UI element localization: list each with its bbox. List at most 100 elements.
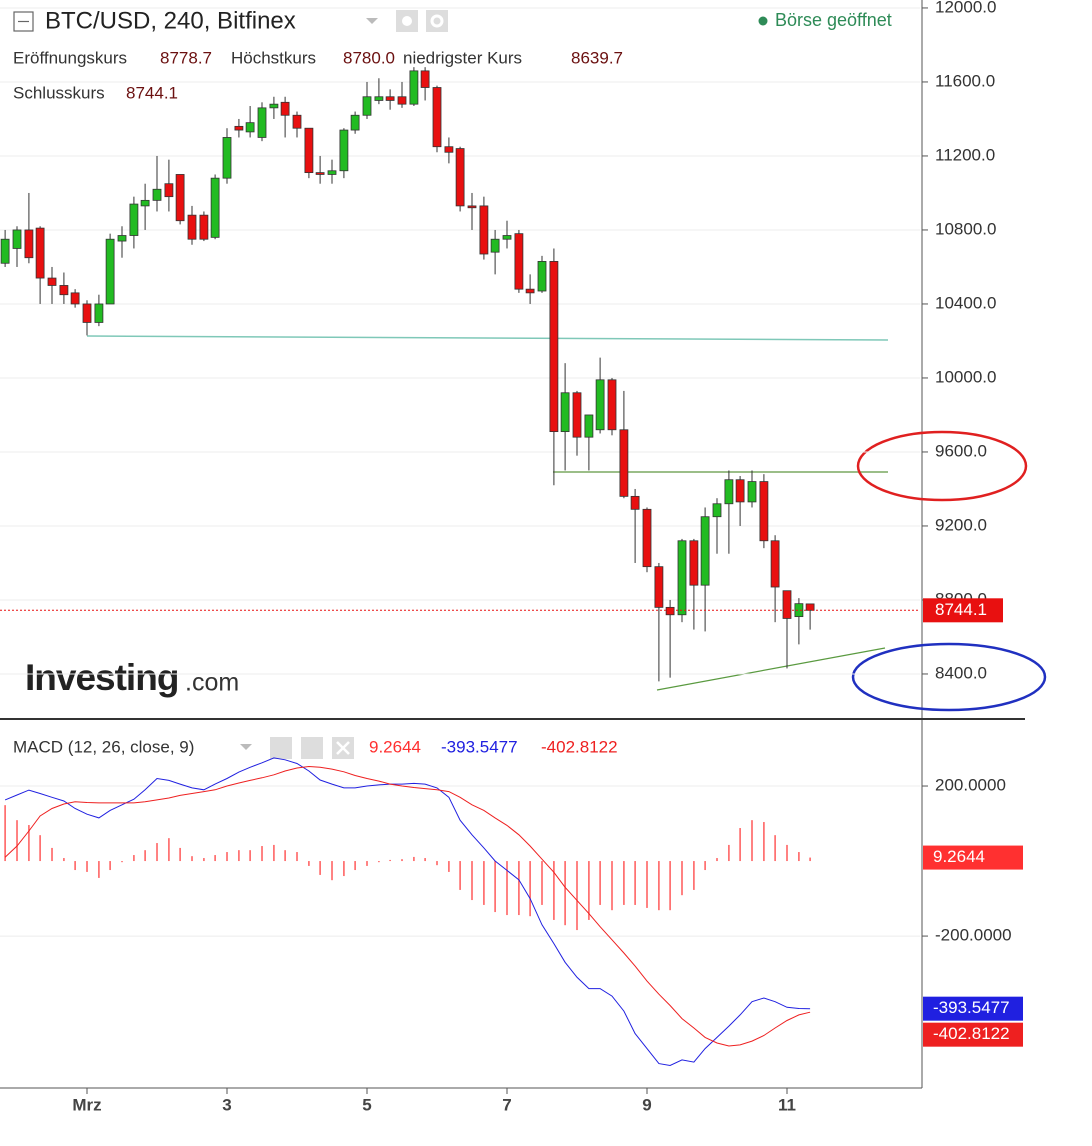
candle-body xyxy=(490,238,500,253)
candle-body xyxy=(455,148,465,207)
price-tag xyxy=(923,598,1003,623)
candle-body xyxy=(117,235,127,242)
y-tick-label: 9200.0 xyxy=(935,515,987,534)
candle-body xyxy=(794,603,804,618)
candle-body xyxy=(12,229,22,249)
settings-icon-gear xyxy=(430,14,444,28)
macd-tag xyxy=(923,845,1023,870)
macd-tag xyxy=(923,996,1023,1021)
candle-body xyxy=(549,261,559,433)
macd-dropdown-icon[interactable] xyxy=(240,744,252,750)
macd-line xyxy=(4,765,811,1047)
candle-body xyxy=(187,214,197,240)
candle-body xyxy=(747,481,757,503)
y-tick-label: 12000.0 xyxy=(935,0,996,16)
candle-body xyxy=(374,96,384,101)
y-tick-label: 10400.0 xyxy=(935,293,996,312)
candle-body xyxy=(502,235,512,240)
y-tick-label: 200.0000 xyxy=(935,776,1006,795)
candle-body xyxy=(35,227,45,279)
candle-body xyxy=(164,183,174,198)
ohlc-label: Schlusskurs xyxy=(13,83,105,102)
candle-body xyxy=(397,96,407,105)
candle-body xyxy=(572,392,582,438)
ohlc-value: 8744.1 xyxy=(126,83,178,102)
macd-value: -402.8122 xyxy=(541,737,618,756)
y-tick-label: -200.0000 xyxy=(935,926,1012,945)
candle-body xyxy=(595,379,605,431)
watermark: Investing xyxy=(25,657,178,698)
candle-body xyxy=(245,122,255,133)
y-tick-label: 11600.0 xyxy=(935,71,995,90)
macd-tag-label: -393.5477 xyxy=(933,998,1010,1017)
macd-title: MACD (12, 26, close, 9) xyxy=(13,737,194,756)
candle-body xyxy=(735,479,745,503)
macd-settings-icon[interactable] xyxy=(301,737,323,759)
y-tick-label: 10800.0 xyxy=(935,219,996,238)
macd-close-cross xyxy=(336,741,350,755)
macd-visibility-icon[interactable] xyxy=(270,737,292,759)
candle-body xyxy=(607,379,617,431)
x-tick-label: 7 xyxy=(502,1095,511,1114)
candle-body xyxy=(47,277,57,286)
macd-value: -393.5477 xyxy=(441,737,518,756)
macd-value: 9.2644 xyxy=(369,737,421,756)
dropdown-icon[interactable] xyxy=(366,18,378,24)
candle-body xyxy=(269,103,279,109)
ohlc-label: Höchstkurs xyxy=(231,48,316,67)
candle-body xyxy=(315,172,325,175)
watermark-suffix: .com xyxy=(185,669,239,697)
candle-body xyxy=(759,481,769,542)
candle-body xyxy=(479,205,489,255)
x-tick-label: 5 xyxy=(362,1095,371,1114)
candle-body xyxy=(782,590,792,619)
candle-body xyxy=(175,174,185,222)
collapse-icon[interactable] xyxy=(13,11,34,32)
ohlc-value: 8639.7 xyxy=(571,48,623,67)
candle-body xyxy=(105,238,115,305)
y-tick-label: 11200.0 xyxy=(935,145,995,164)
candle-body xyxy=(327,170,337,175)
status-dot xyxy=(758,16,768,26)
macd-tag xyxy=(923,1022,1023,1047)
candle-body xyxy=(420,70,430,88)
candle-body xyxy=(700,516,710,586)
y-tick-label: 9600.0 xyxy=(935,441,987,460)
candle-body xyxy=(140,199,150,207)
blue-ellipse xyxy=(851,642,1047,712)
macd-tag-label: -402.8122 xyxy=(933,1024,1010,1043)
y-tick-label: 10000.0 xyxy=(935,367,996,386)
macd-line xyxy=(4,757,811,1067)
chart-title: BTC/USD, 240, Bitfinex xyxy=(45,7,296,34)
x-tick-label: 11 xyxy=(778,1095,796,1114)
settings-icon[interactable] xyxy=(426,10,448,32)
candle-body xyxy=(525,288,535,294)
candle-body xyxy=(642,508,652,568)
candle-body xyxy=(234,125,244,131)
candle-body xyxy=(82,303,92,323)
candle-body xyxy=(805,603,815,611)
candle-body xyxy=(385,96,395,101)
candle-body xyxy=(292,114,302,129)
candle-body xyxy=(350,114,360,131)
candle-body xyxy=(689,540,699,586)
candle-body xyxy=(222,137,232,179)
candle-body xyxy=(677,540,687,616)
candle-body xyxy=(0,238,10,264)
candle-body xyxy=(654,566,664,608)
candle-body xyxy=(24,229,34,259)
ohlc-value: 8780.0 xyxy=(343,48,395,67)
candle-body xyxy=(257,107,267,138)
trend-line xyxy=(656,647,886,691)
candle-body xyxy=(59,285,69,296)
support-line xyxy=(86,335,889,341)
candle-body xyxy=(339,129,349,172)
market-status: Börse geöffnet xyxy=(775,10,892,30)
candle-body xyxy=(537,261,547,292)
candle-body xyxy=(514,233,524,290)
x-tick-label: 9 xyxy=(642,1095,651,1114)
y-tick-label: 8400.0 xyxy=(935,663,987,682)
